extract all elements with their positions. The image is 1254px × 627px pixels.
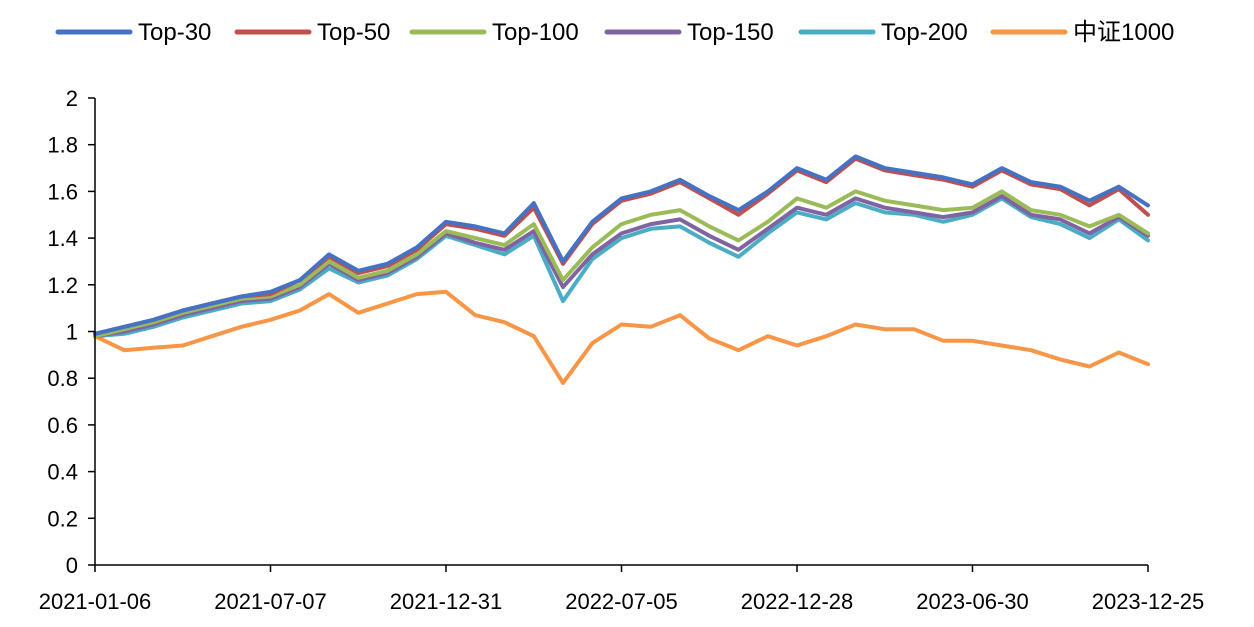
series-line-4 <box>93 196 1150 339</box>
x-tick-label: 2022-07-05 <box>565 589 678 614</box>
series-line-3 <box>93 194 1150 339</box>
legend-label: 中证1000 <box>1073 19 1174 46</box>
series-line-0 <box>93 154 1150 336</box>
y-tick-label: 0.2 <box>47 506 78 531</box>
y-tick-label: 1 <box>66 320 78 345</box>
y-tick-label: 0.4 <box>47 460 78 485</box>
y-tick-label: 0 <box>66 553 78 578</box>
y-tick-label: 1.4 <box>47 226 78 251</box>
legend-label: Top-150 <box>687 19 774 46</box>
series-line-5 <box>93 289 1150 385</box>
series-line-1 <box>93 156 1150 336</box>
legend-label: Top-100 <box>492 19 579 46</box>
x-tick-label: 2023-12-25 <box>1092 589 1205 614</box>
x-tick-label: 2023-06-30 <box>916 589 1029 614</box>
y-tick-label: 1.6 <box>47 179 78 204</box>
plot-area <box>93 154 1150 385</box>
x-axis: 2021-01-06 2021-07-07 2021-12-31 2022-07-05… <box>39 564 1205 614</box>
y-tick-label: 2 <box>66 86 78 111</box>
y-axis: 0 0.2 0.4 0.6 0.8 1 1.2 1.4 1.6 1.8 2 <box>47 86 96 578</box>
x-tick-label: 2021-01-06 <box>39 589 152 614</box>
legend-label: Top-200 <box>881 19 968 46</box>
x-tick-label: 2021-12-31 <box>390 589 503 614</box>
legend-label: Top-30 <box>138 19 211 46</box>
legend-label: Top-50 <box>317 19 390 46</box>
series-line-2 <box>93 189 1150 339</box>
y-tick-label: 0.8 <box>47 366 78 391</box>
legend: Top-30 Top-50 Top-100 Top-150 Top-200 中证1000 <box>55 19 1174 46</box>
x-tick-label: 2022-12-28 <box>741 589 854 614</box>
y-tick-label: 0.6 <box>47 413 78 438</box>
y-tick-label: 1.8 <box>47 133 78 158</box>
x-tick-label: 2021-07-07 <box>214 589 327 614</box>
y-tick-label: 1.2 <box>47 273 78 298</box>
